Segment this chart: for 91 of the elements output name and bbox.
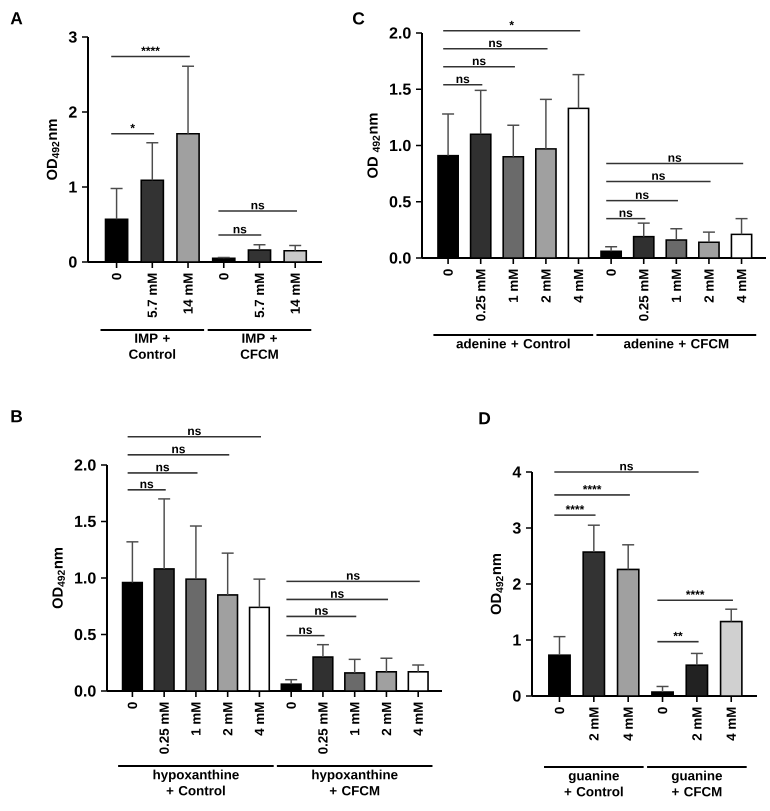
x-tick-label: 0	[658, 707, 668, 714]
text: IMP + CFCM	[240, 334, 278, 359]
text: guanine + Control	[564, 770, 623, 796]
text: hypoxanthine + Control	[154, 770, 239, 796]
chart-title: D	[479, 412, 490, 424]
chart-title: C	[352, 12, 364, 25]
y-axis-title: OD$_{492}$nm	[490, 554, 504, 614]
x-tick-label: 4 mM	[254, 702, 264, 736]
annotation: ns	[234, 226, 246, 234]
x-tick-label: 0	[112, 273, 122, 280]
annotation: **	[673, 632, 683, 636]
annotation: ns	[489, 40, 502, 48]
chart-title: A	[10, 12, 22, 24]
x-tick-label: 4 mM	[726, 708, 736, 741]
text: adenine + CFCM	[624, 338, 728, 348]
x-tick-label: 0	[128, 702, 138, 709]
y-tick-label: 0.0	[390, 252, 411, 264]
x-tick-label: 1 mM	[672, 270, 681, 302]
y-axis-title: OD $_{492}$nm	[367, 113, 380, 178]
text: adenine + Control	[456, 338, 570, 348]
x-tick-label: 0	[219, 273, 228, 280]
y-tick-label: 2.0	[74, 459, 96, 471]
annotation: ns	[140, 482, 154, 488]
y-tick-label: 0.5	[74, 628, 96, 640]
y-tick-label: 0.0	[74, 685, 96, 697]
y-tick-label: 0.5	[390, 196, 411, 208]
x-tick-label: 14 mM	[290, 274, 300, 314]
annotation: ****	[686, 590, 704, 595]
y-tick-label: 2	[512, 578, 521, 590]
chart-title: B	[11, 410, 22, 422]
y-axis-title: OD$_{492}$nm	[46, 120, 60, 180]
text: hypoxanthine + CFCM	[312, 770, 398, 796]
annotation: ****	[566, 505, 584, 510]
x-tick-label: 1 mM	[191, 702, 200, 735]
x-tick-label: 1 mM	[508, 270, 518, 302]
x-tick-label: 0.25 mM	[639, 270, 648, 321]
x-tick-label: 0	[606, 269, 616, 276]
x-tick-label: 2 mM	[382, 702, 392, 736]
x-tick-label: 4 mM	[624, 708, 633, 741]
annotation: ns	[472, 58, 486, 66]
x-tick-label: 2 mM	[692, 708, 702, 740]
y-tick-label: 2	[68, 106, 77, 118]
y-tick-label: 3	[512, 522, 521, 534]
x-tick-label: 2 mM	[589, 708, 598, 740]
annotation: ns	[331, 591, 344, 598]
annotation: ns	[156, 464, 170, 472]
y-tick-label: 1	[69, 182, 77, 192]
text: ns	[620, 464, 633, 470]
annotation: ns	[652, 173, 665, 180]
y-tick-label: 1.5	[75, 516, 96, 528]
x-tick-label: 1 mM	[350, 702, 360, 735]
x-tick-label: 5.7 mM	[148, 274, 157, 318]
annotation: ns	[251, 202, 264, 210]
annotation: ns	[346, 573, 360, 580]
y-tick-label: 1	[513, 634, 521, 646]
x-tick-label: 0.25 mM	[318, 702, 328, 754]
annotation: ns	[620, 210, 632, 218]
text: *	[509, 20, 514, 26]
y-tick-label: 1.0	[75, 572, 96, 584]
y-axis-title: OD$_{492}$nm	[52, 548, 65, 608]
x-tick-label: 5.7 mM	[254, 274, 264, 318]
text: guanine + CFCM	[672, 770, 722, 796]
text: IMP + Control	[129, 334, 176, 359]
annotation: ****	[141, 46, 160, 52]
x-tick-label: 0	[286, 702, 296, 709]
y-tick-label: 1.5	[390, 84, 411, 95]
y-tick-label: 1.0	[390, 140, 411, 152]
annotation: *	[130, 124, 135, 128]
x-tick-label: 14 mM	[183, 274, 193, 314]
annotation: ns	[456, 76, 470, 84]
annotation: ns	[636, 192, 649, 200]
annotation: ns	[299, 627, 312, 634]
y-tick-label: 4	[512, 466, 522, 478]
annotation: ns	[668, 155, 682, 162]
text: ns	[172, 446, 185, 454]
y-tick-label: 3	[68, 31, 77, 43]
annotation: ****	[582, 485, 602, 490]
x-tick-label: 0	[554, 707, 564, 714]
x-tick-label: 4 mM	[736, 270, 746, 303]
x-tick-label: 0.25 mM	[476, 270, 486, 321]
x-tick-label: 2 mM	[704, 270, 714, 302]
x-tick-label: 4 mM	[414, 702, 423, 736]
x-tick-label: 2 mM	[223, 702, 232, 736]
y-tick-label: 0	[69, 256, 77, 268]
x-tick-label: 4 mM	[574, 270, 584, 303]
x-tick-label: 0.25 mM	[159, 702, 169, 754]
y-tick-label: 2.0	[390, 27, 411, 39]
x-tick-label: 2 mM	[541, 270, 551, 302]
x-tick-label: 0	[443, 269, 453, 276]
annotation: ns	[315, 608, 328, 615]
text: ns	[188, 428, 201, 436]
